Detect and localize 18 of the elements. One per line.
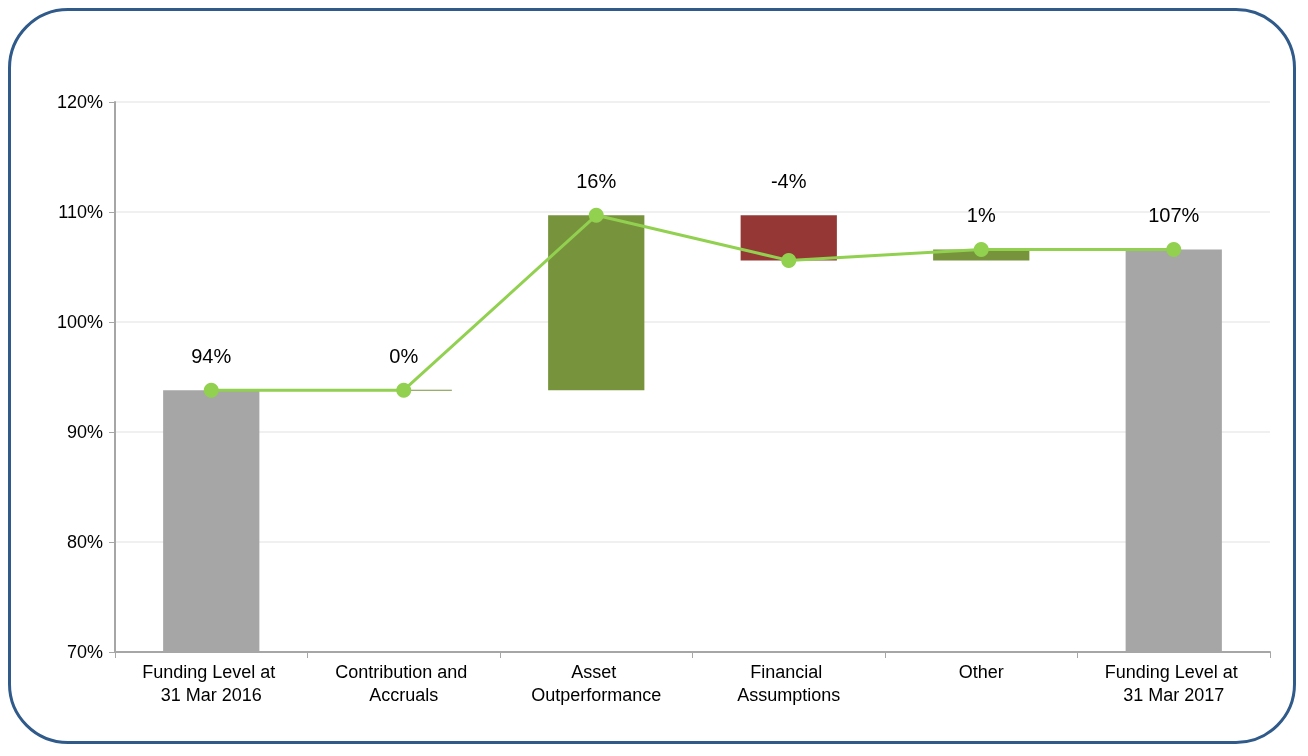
y-tick-label: 70% [66,642,103,662]
y-tick-label: 80% [66,532,103,552]
data-label: 94% [191,345,232,368]
x-tick-label: Funding Level at 31 Mar 2017 [1104,661,1243,705]
x-tick-label: Financial Assumptions [737,661,841,705]
x-tick-label: Contribution and Accruals [335,661,473,705]
data-label: 1% [966,204,996,227]
x-tick-label: Asset Outperformance [531,661,662,705]
data-label: 0% [389,345,419,368]
data-label: 107% [1148,204,1200,227]
y-tick-label: 100% [56,312,103,332]
x-tick-label: Other [958,661,1004,682]
x-tick-label: Funding Level at 31 Mar 2016 [142,661,281,705]
y-tick-label: 120% [56,92,103,112]
y-tick-label: 110% [58,202,103,222]
data-label: -4% [770,170,807,193]
y-tick-label: 90% [66,422,103,442]
data-label: 16% [576,170,617,193]
